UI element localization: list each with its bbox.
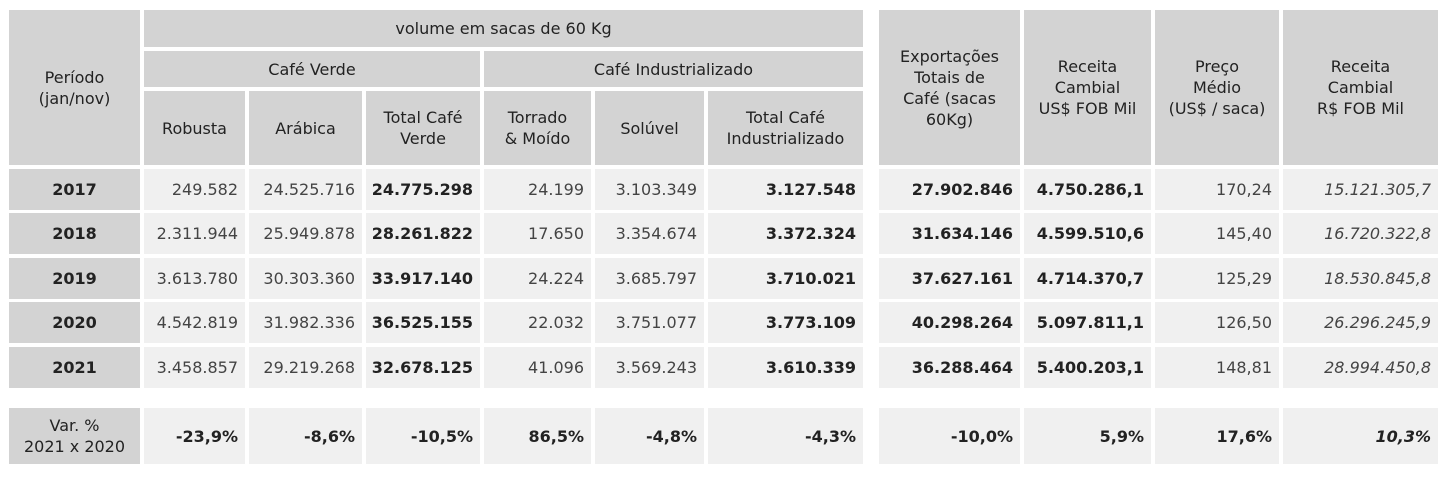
value-cell-receita-brl: 16.720.322,8 — [1283, 213, 1438, 254]
value-cell-total-verde: 24.775.298 — [366, 169, 480, 210]
value-cell-total-verde: 33.917.140 — [366, 258, 480, 299]
value-cell-soluvel: 3.103.349 — [595, 169, 704, 210]
value-cell-receita-usd: 5.097.811,1 — [1024, 302, 1151, 343]
value-cell-receita-usd: 4.714.370,7 — [1024, 258, 1151, 299]
variation-cell-receita-brl: 10,3% — [1283, 408, 1438, 464]
value-cell-exportacoes: 31.634.146 — [879, 213, 1020, 254]
value-cell-exportacoes: 36.288.464 — [879, 347, 1020, 388]
value-cell-receita-usd: 4.599.510,6 — [1024, 213, 1151, 254]
value-cell-soluvel: 3.751.077 — [595, 302, 704, 343]
value-cell-total-industrializado: 3.610.339 — [708, 347, 863, 388]
header-soluvel-label: Solúvel — [620, 118, 679, 138]
header-exportacoes-label: Exportações Totais de Café (sacas 60Kg) — [900, 46, 999, 129]
value-cell-receita-brl: 15.121.305,7 — [1283, 169, 1438, 210]
value-cell-torrado: 41.096 — [484, 347, 591, 388]
value-cell-preco-medio: 145,40 — [1155, 213, 1279, 254]
value-cell-preco-medio: 148,81 — [1155, 347, 1279, 388]
header-total-verde: Total Café Verde — [366, 91, 480, 165]
variation-cell-receita-usd: 5,9% — [1024, 408, 1151, 464]
header-receita-usd-label: Receita Cambial US$ FOB Mil — [1038, 57, 1137, 118]
value-cell-robusta: 3.613.780 — [144, 258, 245, 299]
header-periodo-label: Período (jan/nov) — [38, 67, 111, 108]
variation-label: Var. % 2021 x 2020 — [9, 408, 140, 464]
value-cell-arabica: 29.219.268 — [249, 347, 362, 388]
header-cafe-industrializado: Café Industrializado — [484, 51, 863, 87]
variation-cell-exportacoes: -10,0% — [879, 408, 1020, 464]
value-cell-receita-brl: 18.530.845,8 — [1283, 258, 1438, 299]
value-cell-exportacoes: 40.298.264 — [879, 302, 1020, 343]
header-cafe-verde: Café Verde — [144, 51, 480, 87]
header-robusta-label: Robusta — [162, 118, 227, 138]
header-cafe-verde-label: Café Verde — [268, 59, 356, 79]
value-cell-soluvel: 3.354.674 — [595, 213, 704, 254]
value-cell-total-industrializado: 3.710.021 — [708, 258, 863, 299]
value-cell-soluvel: 3.685.797 — [595, 258, 704, 299]
value-cell-torrado: 24.199 — [484, 169, 591, 210]
value-cell-torrado: 17.650 — [484, 213, 591, 254]
variation-cell-total-verde: -10,5% — [366, 408, 480, 464]
value-cell-torrado: 22.032 — [484, 302, 591, 343]
value-cell-total-verde: 28.261.822 — [366, 213, 480, 254]
value-cell-arabica: 25.949.878 — [249, 213, 362, 254]
header-total-industrializado-label: Total Café Industrializado — [726, 108, 845, 148]
header-volume-group-label: volume em sacas de 60 Kg — [395, 19, 612, 38]
header-arabica-label: Arábica — [275, 118, 336, 138]
header-receita-brl-label: Receita Cambial R$ FOB Mil — [1317, 57, 1404, 118]
value-cell-robusta: 249.582 — [144, 169, 245, 210]
year-cell: 2021 — [9, 347, 140, 388]
header-cafe-industrializado-label: Café Industrializado — [593, 59, 754, 79]
header-robusta: Robusta — [144, 91, 245, 165]
value-cell-preco-medio: 126,50 — [1155, 302, 1279, 343]
variation-cell-preco-medio: 17,6% — [1155, 408, 1279, 464]
header-receita-usd: Receita Cambial US$ FOB Mil — [1024, 10, 1151, 165]
value-cell-robusta: 4.542.819 — [144, 302, 245, 343]
value-cell-exportacoes: 27.902.846 — [879, 169, 1020, 210]
header-torrado-label: Torrado & Moído — [504, 108, 571, 148]
variation-cell-robusta: -23,9% — [144, 408, 245, 464]
variation-cell-soluvel: -4,8% — [595, 408, 704, 464]
header-receita-brl: Receita Cambial R$ FOB Mil — [1283, 10, 1438, 165]
year-cell: 2019 — [9, 258, 140, 299]
value-cell-receita-brl: 28.994.450,8 — [1283, 347, 1438, 388]
variation-cell-torrado: 86,5% — [484, 408, 591, 464]
value-cell-total-verde: 36.525.155 — [366, 302, 480, 343]
value-cell-total-industrializado: 3.372.324 — [708, 213, 863, 254]
value-cell-arabica: 24.525.716 — [249, 169, 362, 210]
value-cell-total-industrializado: 3.127.548 — [708, 169, 863, 210]
value-cell-total-industrializado: 3.773.109 — [708, 302, 863, 343]
value-cell-exportacoes: 37.627.161 — [879, 258, 1020, 299]
value-cell-torrado: 24.224 — [484, 258, 591, 299]
variation-cell-arabica: -8,6% — [249, 408, 362, 464]
value-cell-soluvel: 3.569.243 — [595, 347, 704, 388]
value-cell-arabica: 30.303.360 — [249, 258, 362, 299]
value-cell-receita-usd: 4.750.286,1 — [1024, 169, 1151, 210]
value-cell-preco-medio: 170,24 — [1155, 169, 1279, 210]
header-exportacoes: Exportações Totais de Café (sacas 60Kg) — [879, 10, 1020, 165]
header-total-industrializado: Total Café Industrializado — [708, 91, 863, 165]
header-volume-group: volume em sacas de 60 Kg — [144, 10, 863, 47]
year-cell: 2020 — [9, 302, 140, 343]
year-cell: 2017 — [9, 169, 140, 210]
value-cell-receita-brl: 26.296.245,9 — [1283, 302, 1438, 343]
year-cell: 2018 — [9, 213, 140, 254]
value-cell-arabica: 31.982.336 — [249, 302, 362, 343]
value-cell-robusta: 3.458.857 — [144, 347, 245, 388]
header-soluvel: Solúvel — [595, 91, 704, 165]
value-cell-total-verde: 32.678.125 — [366, 347, 480, 388]
header-arabica: Arábica — [249, 91, 362, 165]
value-cell-robusta: 2.311.944 — [144, 213, 245, 254]
header-preco-medio-label: Preço Médio (US$ / saca) — [1168, 57, 1266, 118]
value-cell-preco-medio: 125,29 — [1155, 258, 1279, 299]
header-total-verde-label: Total Café Verde — [383, 108, 463, 148]
header-torrado: Torrado & Moído — [484, 91, 591, 165]
header-preco-medio: Preço Médio (US$ / saca) — [1155, 10, 1279, 165]
value-cell-receita-usd: 5.400.203,1 — [1024, 347, 1151, 388]
header-periodo: Período (jan/nov) — [9, 10, 140, 165]
variation-cell-total-industrializado: -4,3% — [708, 408, 863, 464]
